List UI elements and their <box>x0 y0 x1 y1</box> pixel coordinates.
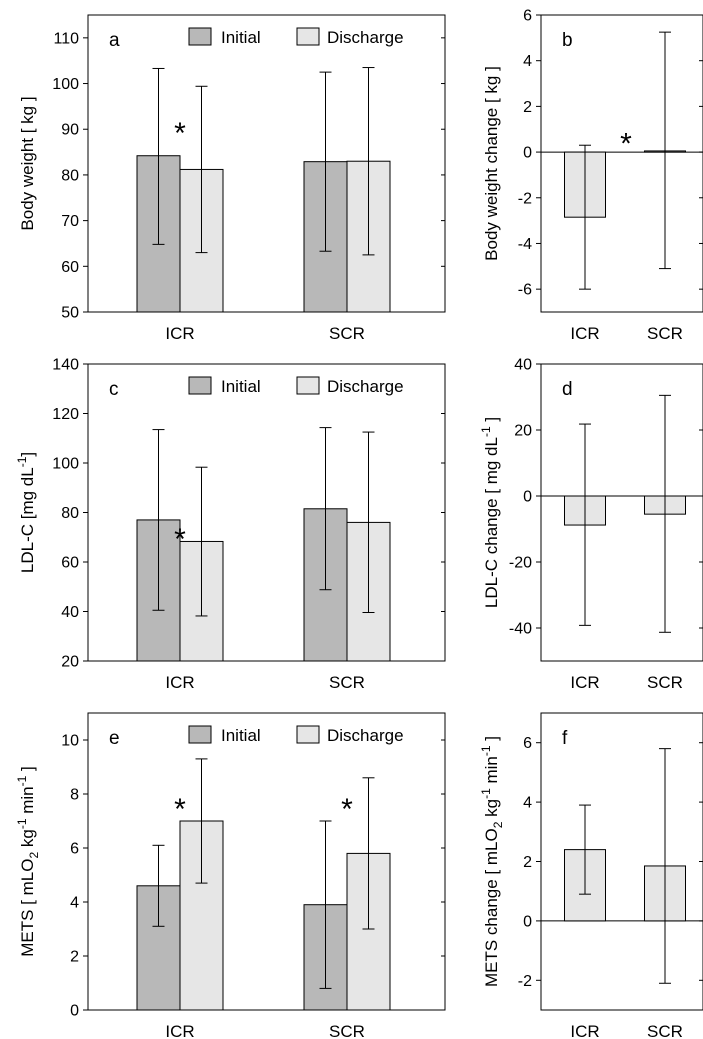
y-tick-label: 40 <box>514 357 532 374</box>
x-tick-label-icr: ICR <box>165 1022 194 1039</box>
panel-label-a: a <box>109 30 120 51</box>
legend-swatch-initial <box>188 725 212 744</box>
y-tick-label: -4 <box>518 236 532 253</box>
plot-frame <box>87 14 446 313</box>
x-tick-label-icr: ICR <box>570 673 599 692</box>
panel-a: 50 60 70 80 90 100 110 ICR SCR Body weight [ kg ]… <box>18 14 446 343</box>
y-tick-label: 60 <box>61 555 79 572</box>
y-tick-label: 0 <box>70 1003 79 1020</box>
y-tick-label: 140 <box>52 357 79 374</box>
panel-d: -40 -20 0 20 40 ICR SCR LDL-C change [ mg dL-1​… <box>479 357 703 692</box>
y-tick-label: 20 <box>61 654 79 671</box>
y-tick-label: 50 <box>61 305 79 322</box>
y-tick-label: 2 <box>523 99 532 116</box>
legend-label-initial: Initial <box>221 28 261 47</box>
y-tick-label: 0 <box>523 145 532 162</box>
legend-label-initial: Initial <box>221 377 261 396</box>
y-tick-label: 2 <box>70 949 79 966</box>
y-tick-label: -40 <box>509 621 532 638</box>
y-tick-label: 0 <box>523 489 532 506</box>
x-tick-label-icr: ICR <box>165 324 194 343</box>
panel-label-f: f <box>562 728 568 749</box>
panel-b: -6 -4 -2 0 2 4 6 ICR SCR Body weight change [ kg … <box>482 8 703 343</box>
panel-label-d: d <box>562 379 573 400</box>
y-tick-label: 4 <box>70 895 79 912</box>
y-tick-label: -6 <box>518 282 532 299</box>
y-tick-label: 8 <box>70 787 79 804</box>
plot-frame <box>540 14 703 313</box>
panel-f: -2 0 2 4 6 ICR SCR METS change [ mLO2​ kg-1​ mi… <box>479 712 703 1039</box>
x-tick-label-icr: ICR <box>570 324 599 343</box>
y-tick-label: -2 <box>518 973 532 990</box>
legend-swatch-discharge <box>296 725 320 744</box>
legend-label-discharge: Discharge <box>327 377 404 396</box>
y-tick-label: 6 <box>523 735 532 752</box>
legend-label-discharge: Discharge <box>327 28 404 47</box>
plot-frame <box>540 363 703 662</box>
panel-e: 0 2 4 6 8 10 ICR SCR METS [ mLO2​ kg-1​ min-1​ ]… <box>15 712 446 1039</box>
y-tick-label: 10 <box>61 733 79 750</box>
y-tick-label: 80 <box>61 167 79 184</box>
x-tick-label-icr: ICR <box>570 1022 599 1039</box>
legend-label-discharge: Discharge <box>327 726 404 745</box>
panel-label-b: b <box>562 30 573 51</box>
y-axis-title-b: Body weight change [ kg ] <box>482 66 501 261</box>
y-tick-label: 90 <box>61 122 79 139</box>
legend-swatch-discharge <box>296 376 320 395</box>
y-tick-label: 100 <box>52 76 79 93</box>
x-tick-label-scr: SCR <box>329 324 365 343</box>
x-tick-label-scr: SCR <box>329 673 365 692</box>
x-tick-label-scr: SCR <box>647 1022 683 1039</box>
x-tick-label-scr: SCR <box>329 1022 365 1039</box>
y-tick-label: 70 <box>61 213 79 230</box>
significance-star: * <box>620 128 632 161</box>
y-tick-label: 60 <box>61 259 79 276</box>
panel-label-e: e <box>109 728 120 749</box>
panel-c: 20 40 60 80 100 120 140 ICR SCR LDL-C [mg dL-1​] c… <box>15 357 446 692</box>
legend-label-initial: Initial <box>221 726 261 745</box>
y-axis-title-d: LDL-C change [ mg dL-1​ ] <box>479 417 501 608</box>
y-tick-label: 100 <box>52 456 79 473</box>
y-tick-label: 20 <box>514 423 532 440</box>
y-tick-label: 40 <box>61 604 79 621</box>
significance-star: * <box>174 523 186 556</box>
x-tick-label-icr: ICR <box>165 673 194 692</box>
plot-frame <box>87 712 446 1011</box>
significance-star: * <box>341 793 353 826</box>
legend-swatch-initial <box>188 27 212 46</box>
y-tick-label: 4 <box>523 53 532 70</box>
y-tick-label: 110 <box>53 30 79 47</box>
y-tick-label: 2 <box>523 854 532 871</box>
y-axis-title-f: METS change [ mLO2​ kg-1​ min-1​ ] <box>479 736 505 987</box>
y-axis-title-c: LDL-C [mg dL-1​] <box>15 452 37 573</box>
y-tick-label: 4 <box>523 795 532 812</box>
panel-label-c: c <box>109 379 119 400</box>
x-tick-label-scr: SCR <box>647 324 683 343</box>
y-tick-label: 6 <box>70 841 79 858</box>
y-tick-label: -20 <box>509 555 532 572</box>
significance-star: * <box>174 117 186 150</box>
y-axis-title-a: Body weight [ kg ] <box>18 96 37 230</box>
legend-swatch-discharge <box>296 27 320 46</box>
significance-star: * <box>174 793 186 826</box>
y-axis-title-e: METS [ mLO2​ kg-1​ min-1​ ] <box>15 766 41 957</box>
legend-swatch-initial <box>188 376 212 395</box>
y-tick-label: -2 <box>518 190 532 207</box>
y-tick-label: 80 <box>61 505 79 522</box>
y-tick-label: 120 <box>52 406 79 423</box>
x-tick-label-scr: SCR <box>647 673 683 692</box>
y-tick-label: 0 <box>523 913 532 930</box>
y-tick-label: 6 <box>523 8 532 25</box>
